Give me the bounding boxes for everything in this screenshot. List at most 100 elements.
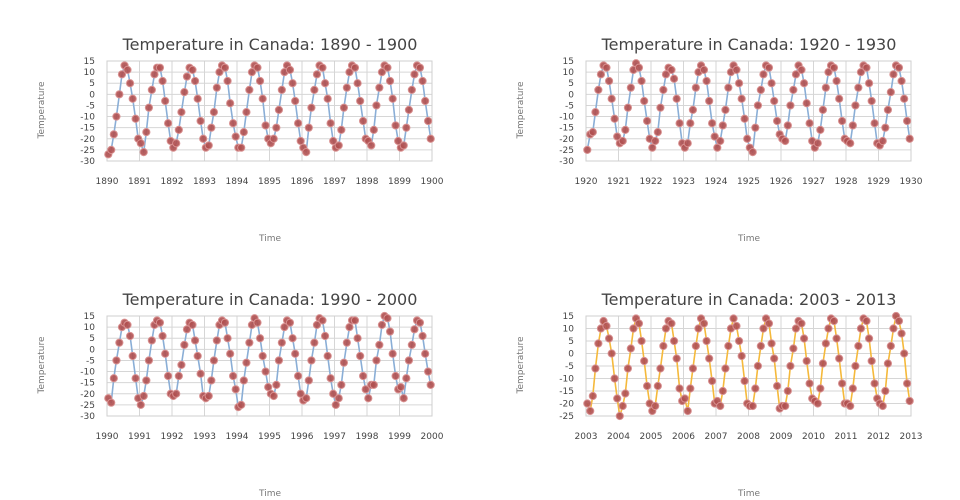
data-point [212,83,221,92]
data-point [193,94,202,103]
data-point [123,320,132,329]
x-tick-label: 1900 [421,177,444,187]
data-point [345,323,354,332]
data-point [894,63,904,72]
data-point [862,63,871,72]
data-point [356,96,365,106]
data-point [851,101,860,110]
x-tick-labels: 2003 2004 2005 2006 2007 2008 2009 2010 2011 2012… [575,432,923,442]
data-point [618,401,627,411]
x-tick-label: 1924 [705,177,728,187]
data-point [158,76,167,86]
data-point [115,338,124,347]
data-point [142,128,151,137]
data-point [867,96,876,106]
data-point [653,381,662,391]
data-point [337,125,346,134]
x-tick-label: 1898 [356,177,379,187]
data-point [142,376,151,385]
data-point [174,371,183,381]
x-tick-label: 2008 [737,432,760,442]
data-point [320,79,330,88]
data-point [274,105,284,114]
data-point [791,70,801,79]
data-point [383,63,392,72]
grid-lines [106,315,433,417]
series-markers [104,311,435,412]
data-point [172,139,181,148]
chart-title: Temperature in Canada: 1920 - 1930 [601,35,897,54]
data-point [629,324,638,333]
data-point [196,369,205,378]
data-point [199,134,208,143]
data-point [686,119,695,128]
data-point [651,136,660,146]
data-point [821,83,830,92]
data-point [242,108,251,117]
data-point [144,103,154,112]
data-point [391,371,400,381]
x-axis-title: Time [737,234,760,244]
data-point [350,316,360,325]
data-point [180,88,189,97]
data-point [255,76,265,86]
chart-title: Temperature in Canada: 1890 - 1900 [122,35,418,54]
data-point [740,114,749,123]
data-point [753,101,763,110]
plot-area: 1890 1891 1892 1893 1894 1895 1896 1897 1898 1899… [80,57,443,187]
data-point [117,70,127,79]
y-axis-title: Temperature [516,336,526,394]
data-point [269,134,278,143]
data-point [231,132,240,141]
x-tick-label: 2000 [421,432,444,442]
data-point [789,344,798,353]
data-point [767,339,776,348]
data-point [718,121,727,130]
data-point [737,351,746,361]
data-point [610,114,619,123]
data-point [207,123,216,132]
data-point [634,63,644,72]
data-point [207,376,216,385]
data-point [418,76,427,86]
data-point [897,76,906,86]
data-point [155,318,165,327]
data-point [404,356,414,365]
data-point [377,320,387,329]
data-point [318,316,327,325]
data-point [369,380,378,389]
data-point [759,70,768,79]
data-point [781,401,790,411]
data-point [854,83,863,92]
data-point [350,63,360,72]
data-point [367,141,376,150]
y-tick-label: 10 [84,323,96,333]
data-point [699,65,709,74]
y-tick-label: -5 [565,101,574,111]
data-point [204,141,213,150]
data-point [813,399,822,408]
data-point [656,364,665,373]
data-point [708,119,717,128]
data-point [359,371,368,381]
data-point [748,401,757,411]
data-point [613,394,622,403]
data-point [900,349,909,358]
data-point [136,400,145,409]
data-point [615,411,624,421]
data-point [193,351,202,361]
data-point [426,380,435,389]
y-tick-label: 15 [84,312,95,322]
data-point [900,94,909,103]
x-axis-title: Time [258,489,281,499]
data-point [718,386,727,396]
y-tick-label: -25 [80,146,95,156]
y-tick-label: -25 [80,401,95,411]
data-point [602,63,611,72]
data-point [732,321,741,331]
data-point [396,383,405,392]
data-point [835,354,844,363]
data-point [748,148,757,157]
data-point [128,94,137,103]
